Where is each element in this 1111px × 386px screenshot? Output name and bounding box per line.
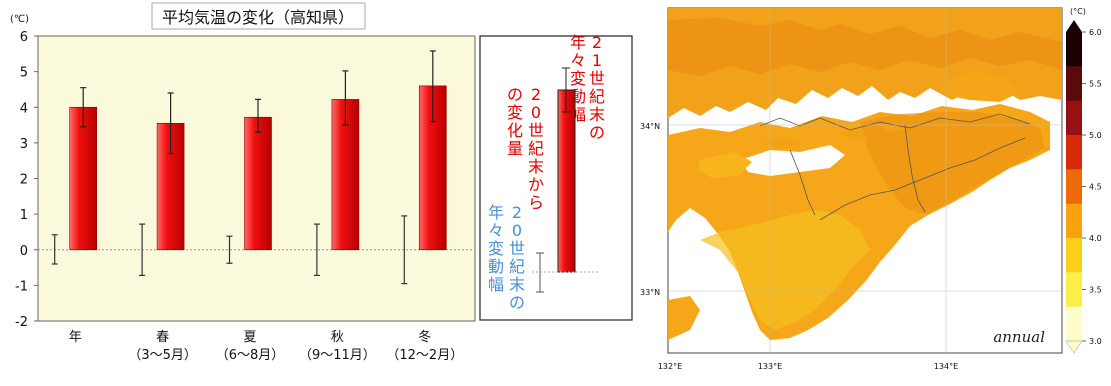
map-content	[668, 8, 1062, 340]
map-coastline	[759, 113, 1031, 131]
y-tick-label: 6	[20, 30, 28, 45]
colorbar-tick-label: 6.0	[1089, 28, 1102, 37]
legend-frame	[479, 35, 633, 321]
category-label: 秋	[331, 330, 344, 345]
category-label: 年	[69, 330, 82, 345]
temperature-change-bar	[244, 116, 272, 251]
legend-box: 2 1 世紀末の 年々変動幅 2 0 世紀末から の変化量 2 0 世紀末の 年々変動幅	[479, 33, 633, 321]
category-sublabel: （9～11月）	[299, 348, 376, 363]
colorbar-cell	[1066, 238, 1082, 273]
colorbar-bottom-arrow	[1065, 340, 1083, 354]
map-prefecture-border-1	[819, 137, 1026, 221]
colorbar-cell	[1066, 203, 1082, 239]
colorbar-tick-label: 3.0	[1089, 337, 1102, 346]
y-tick-label: -2	[15, 315, 28, 330]
map-lat-34n: 34°N	[640, 122, 660, 131]
map-lon-132e: 132°E	[658, 362, 682, 371]
temperature-change-bar	[69, 106, 97, 251]
map-lon-134e: 134°E	[934, 362, 958, 371]
temperature-change-bar-chart: 平均気温の変化（高知県） (℃) -2 -1 0 1 2 3 4 5 6 年 春 （3～5月） 夏 （6…	[10, 2, 476, 363]
colorbar-cell	[1066, 32, 1082, 67]
colorbar-cell	[1066, 272, 1082, 308]
chart-title: 平均気温の変化（高知県）	[162, 8, 354, 27]
category-label: 夏	[243, 330, 256, 345]
colorbar-tick-label: 3.5	[1089, 286, 1102, 295]
colorbar-tick-label: 4.0	[1089, 234, 1102, 243]
colorbar: (°C) 6.0 5.5 5.0 4.5 4.0 3.5 3.0	[1065, 7, 1102, 354]
map-inland-sea-gap	[740, 145, 845, 176]
legend-past-label-1: 2 0 世紀末の	[509, 203, 525, 312]
colorbar-cell	[1066, 135, 1082, 170]
category-label: 春	[156, 330, 169, 345]
bars	[51, 50, 447, 285]
y-axis-unit: (℃)	[10, 14, 29, 25]
map-small-islands	[760, 122, 904, 150]
colorbar-cells	[1066, 32, 1082, 342]
colorbar-tick-label: 5.0	[1089, 131, 1102, 140]
legend-change-label-1: 2 0 世紀末から	[528, 85, 544, 212]
map-lon-133e: 133°E	[758, 362, 782, 371]
map-region-kochi-coast	[700, 210, 870, 330]
colorbar-top-arrow	[1066, 20, 1082, 32]
legend-future-label-1: 2 1 世紀末の	[589, 33, 605, 142]
map-island-cluster	[698, 152, 752, 178]
x-axis-categories: 年 春 （3～5月） 夏 （6～8月） 秋 （9～11月） 冬 （12～2月）	[69, 329, 464, 363]
legend-past-label-2: 年々変動幅	[488, 203, 504, 294]
category-label: 冬	[418, 329, 431, 345]
category-sublabel: （3～5月）	[128, 348, 197, 363]
category-sublabel: （12～2月）	[386, 348, 463, 363]
y-tick-label: 3	[20, 137, 28, 152]
map-annotation-annual: annual	[993, 328, 1045, 346]
map-prefecture-border-2	[904, 124, 926, 213]
y-tick-label: 4	[20, 101, 28, 116]
y-tick-label: 2	[20, 173, 28, 188]
map-region-honshu-north	[668, 18, 1062, 76]
legend-change-bar	[557, 89, 576, 273]
colorbar-ticks: 6.0 5.5 5.0 4.5 4.0 3.5 3.0	[1082, 28, 1102, 346]
y-tick-label: 0	[20, 244, 28, 259]
map-lat-33n: 33°N	[640, 288, 660, 297]
colorbar-unit: (°C)	[1070, 7, 1086, 16]
map-region-kyushu	[668, 296, 700, 340]
map-prefecture-border-3	[789, 149, 816, 216]
y-tick-label: -1	[15, 279, 28, 294]
chart-title-box	[151, 2, 366, 30]
y-axis-ticks: -2 -1 0 1 2 3 4 5 6	[15, 30, 38, 330]
colorbar-cell	[1066, 306, 1082, 342]
colorbar-cell	[1066, 66, 1082, 102]
colorbar-cell	[1066, 100, 1082, 136]
category-sublabel: （6～8月）	[216, 348, 285, 363]
colorbar-cell	[1066, 169, 1082, 205]
y-tick-label: 1	[20, 208, 28, 223]
projection-map: 34°N 33°N 132°E 133°E 134°E annual (°C) …	[640, 7, 1102, 371]
legend-change-label-2: の変化量	[507, 85, 523, 158]
y-tick-label: 5	[20, 66, 28, 81]
map-awaji-island	[945, 72, 1020, 102]
colorbar-tick-label: 5.5	[1089, 80, 1102, 89]
colorbar-tick-label: 4.5	[1089, 183, 1102, 192]
